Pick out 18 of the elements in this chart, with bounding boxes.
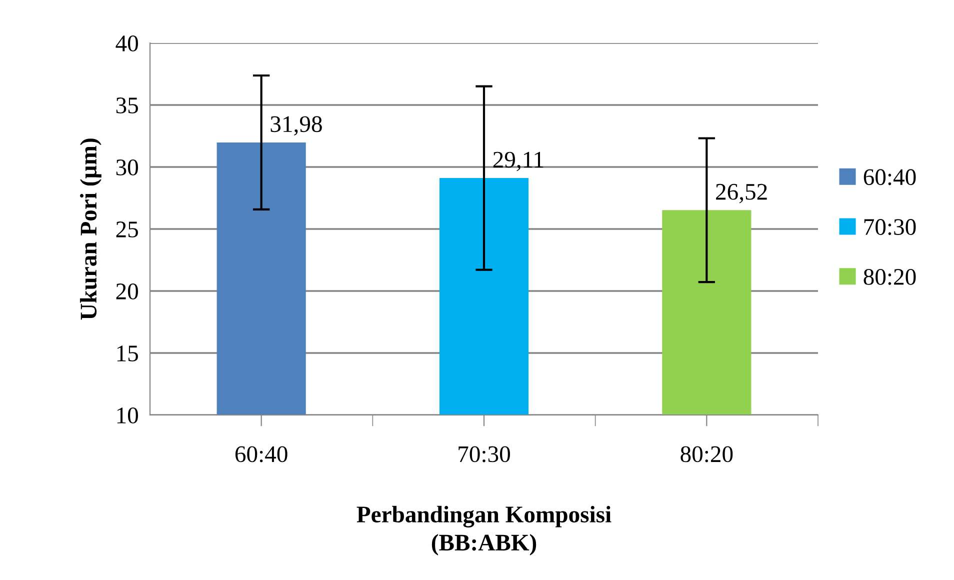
data-label: 31,98 xyxy=(270,116,322,136)
legend-label: 60:40 xyxy=(864,169,916,186)
y-tick-label: 20 xyxy=(116,283,138,300)
y-tick-label: 35 xyxy=(116,98,138,114)
y-tick-label: 30 xyxy=(116,159,138,176)
y-tick-label: 25 xyxy=(116,222,138,238)
y-tick-label: 10 xyxy=(117,407,138,424)
y-tick-label: 40 xyxy=(116,35,138,52)
legend-label: 80:20 xyxy=(864,268,916,285)
x-tick-label: 80:20 xyxy=(680,446,733,462)
x-tick-label: 60:40 xyxy=(235,446,288,462)
y-axis-title: Ukuran Pori (µm) xyxy=(80,138,102,320)
legend-label: 70:30 xyxy=(864,219,916,236)
y-tick-label: 15 xyxy=(117,346,138,362)
x-tick-label: 70:30 xyxy=(458,446,510,462)
data-label: 29,11 xyxy=(493,152,544,172)
data-label: 26,52 xyxy=(716,184,767,204)
x-axis-title: Perbandingan Komposisi (BB:ABK) xyxy=(356,506,612,556)
